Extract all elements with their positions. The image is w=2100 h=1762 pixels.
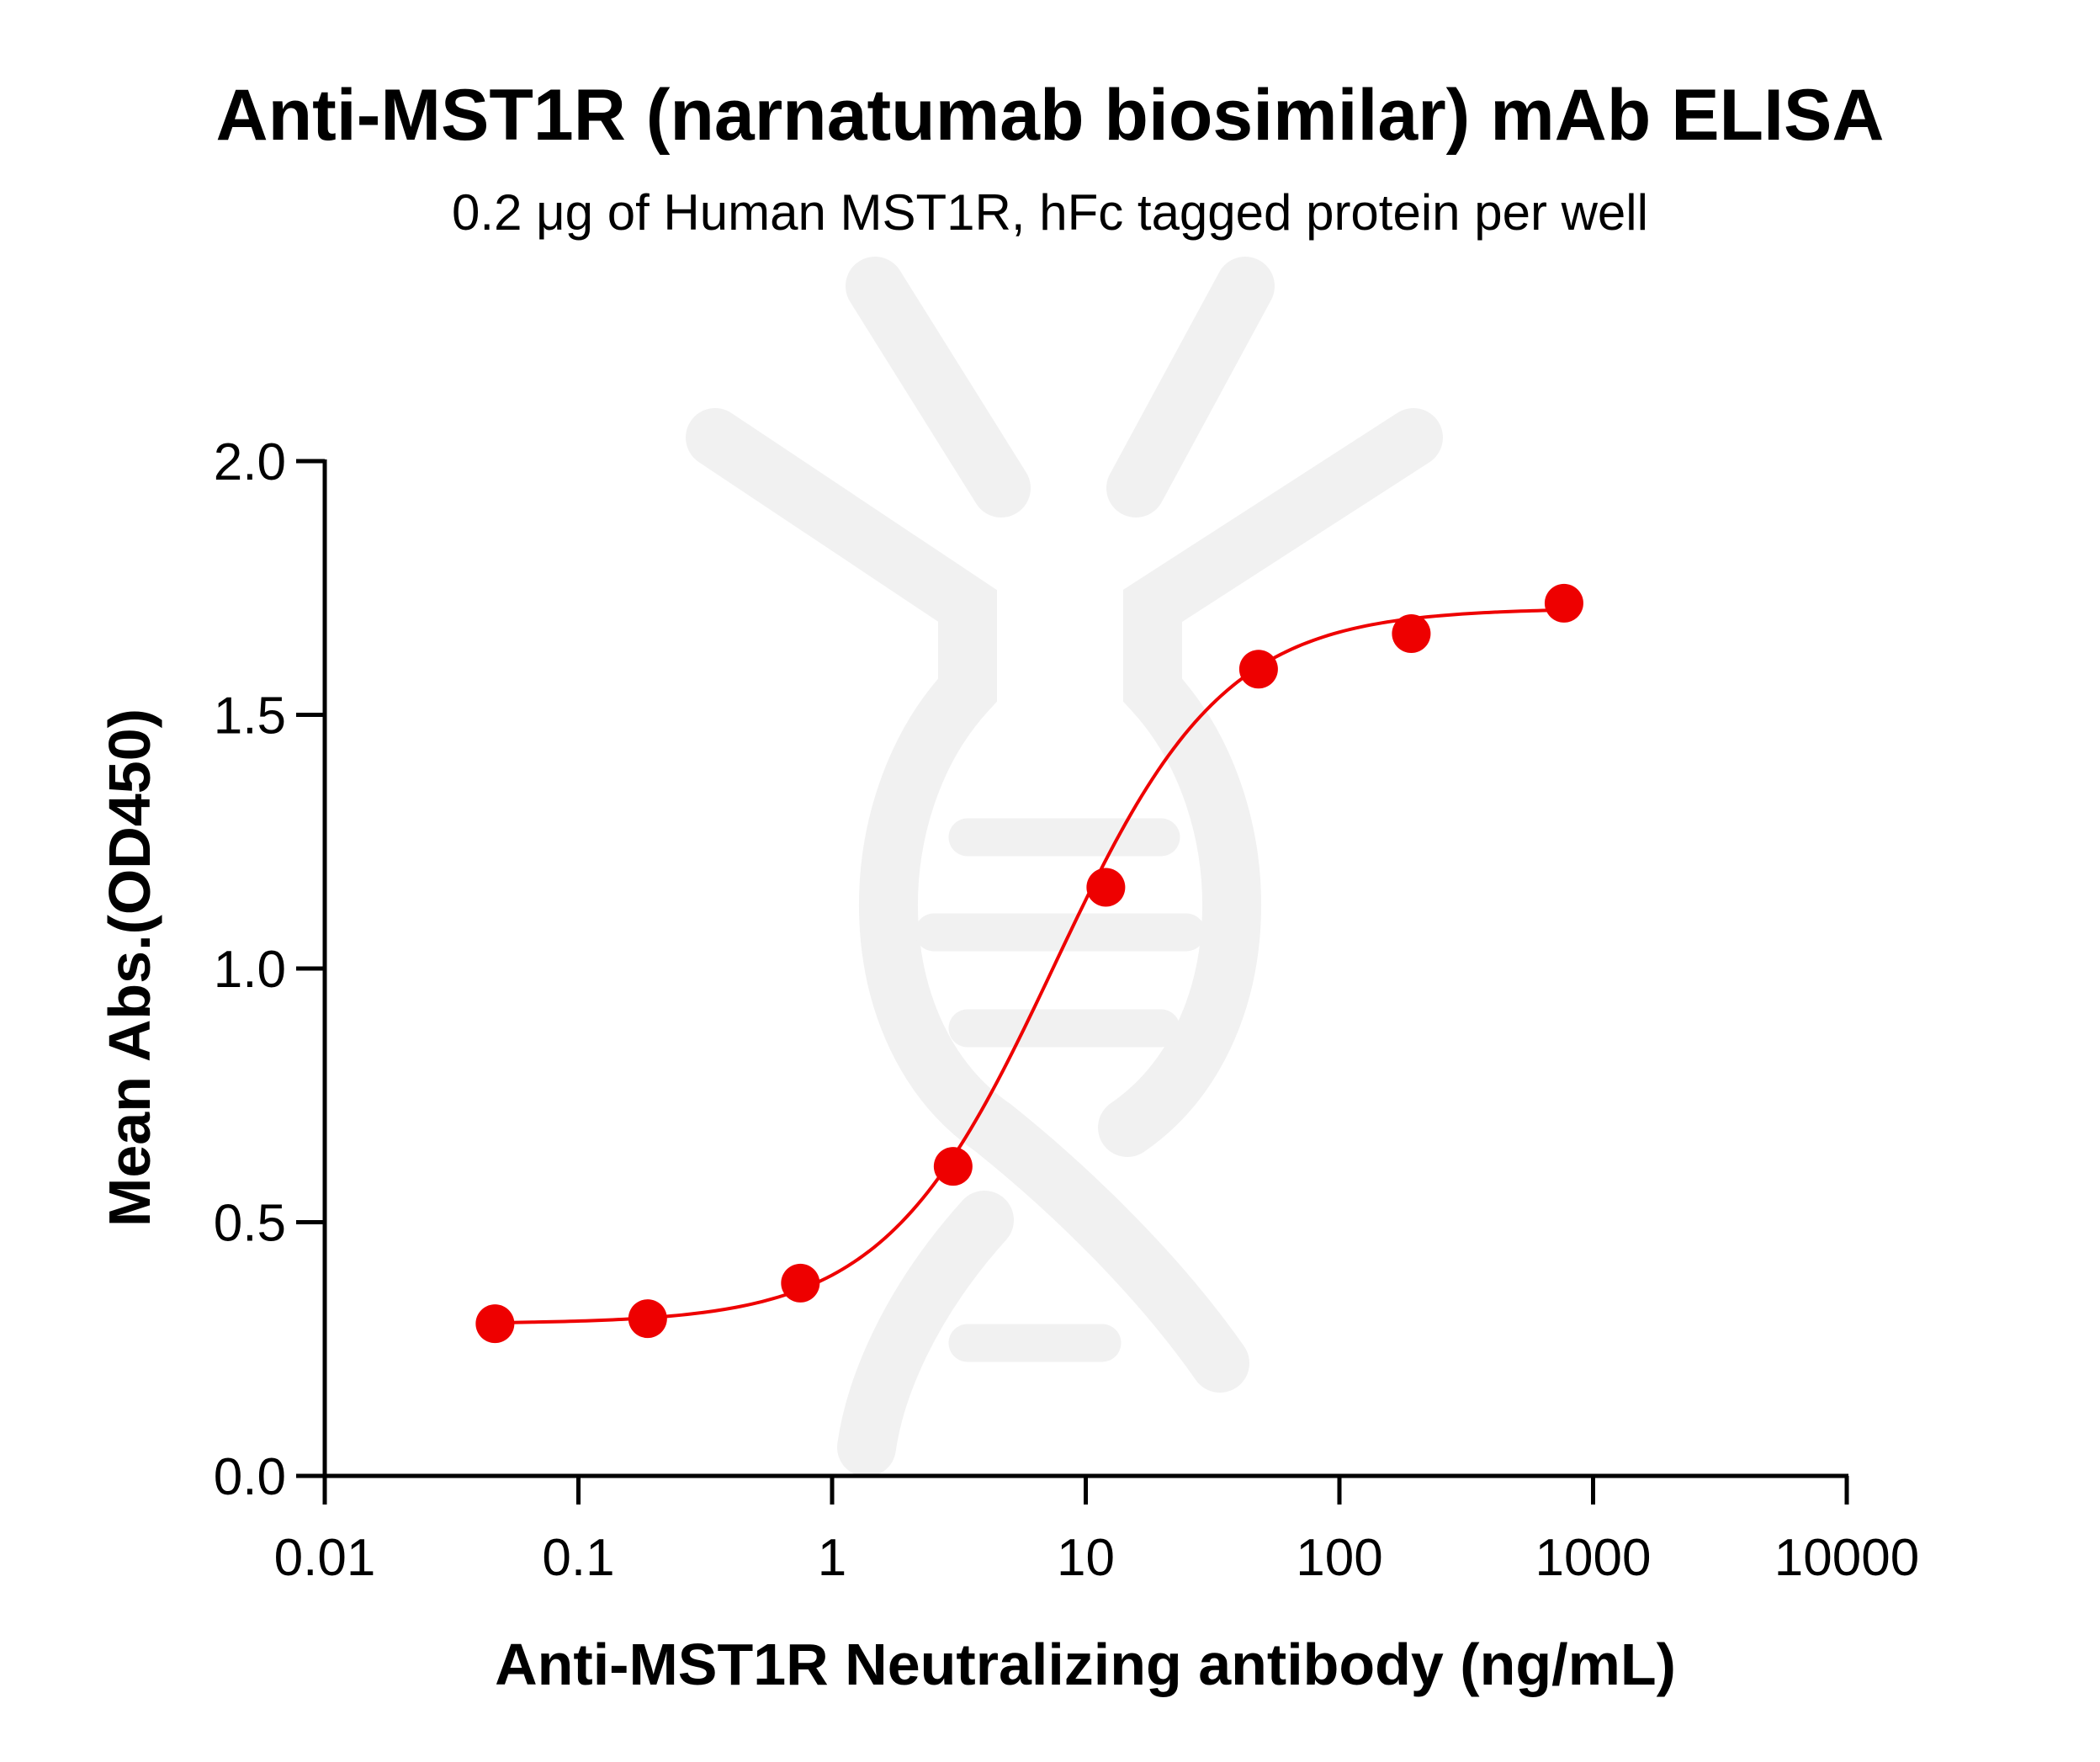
- watermark: [686, 257, 1443, 1477]
- data-point: [1238, 650, 1278, 689]
- x-tick-label: 0.1: [542, 1529, 614, 1587]
- x-tick-label: 10: [1057, 1529, 1115, 1587]
- chart-subtitle: 0.2 μg of Human MST1R, hFc tagged protei…: [452, 184, 1648, 241]
- x-tick-label: 10000: [1774, 1529, 1919, 1587]
- x-tick-label: 100: [1296, 1529, 1382, 1587]
- x-tick-label: 1: [818, 1529, 846, 1587]
- y-tick-label: 0.0: [214, 1448, 286, 1506]
- y-tick-label: 1.5: [214, 687, 286, 746]
- y-tick-label: 1.0: [214, 941, 286, 999]
- y-tick-label: 2.0: [214, 433, 286, 491]
- data-point: [1544, 583, 1583, 623]
- y-axis-title: Mean Abs.(OD450): [97, 709, 162, 1227]
- x-tick-label: 0.01: [274, 1529, 376, 1587]
- data-point: [1086, 868, 1126, 907]
- x-tick-label: 1000: [1535, 1529, 1652, 1587]
- chart-title: Anti-MST1R (narnatumab biosimilar) mAb E…: [215, 75, 1885, 156]
- fit-curve: [495, 608, 1564, 1324]
- x-axis-title: Anti-MST1R Neutralizing antibody (ng/mL): [495, 1632, 1676, 1697]
- data-point: [475, 1304, 515, 1344]
- data-point: [1392, 614, 1431, 654]
- data-point: [628, 1299, 667, 1339]
- data-point: [933, 1147, 973, 1186]
- y-tick-label: 0.5: [214, 1195, 286, 1253]
- data-point: [781, 1263, 820, 1303]
